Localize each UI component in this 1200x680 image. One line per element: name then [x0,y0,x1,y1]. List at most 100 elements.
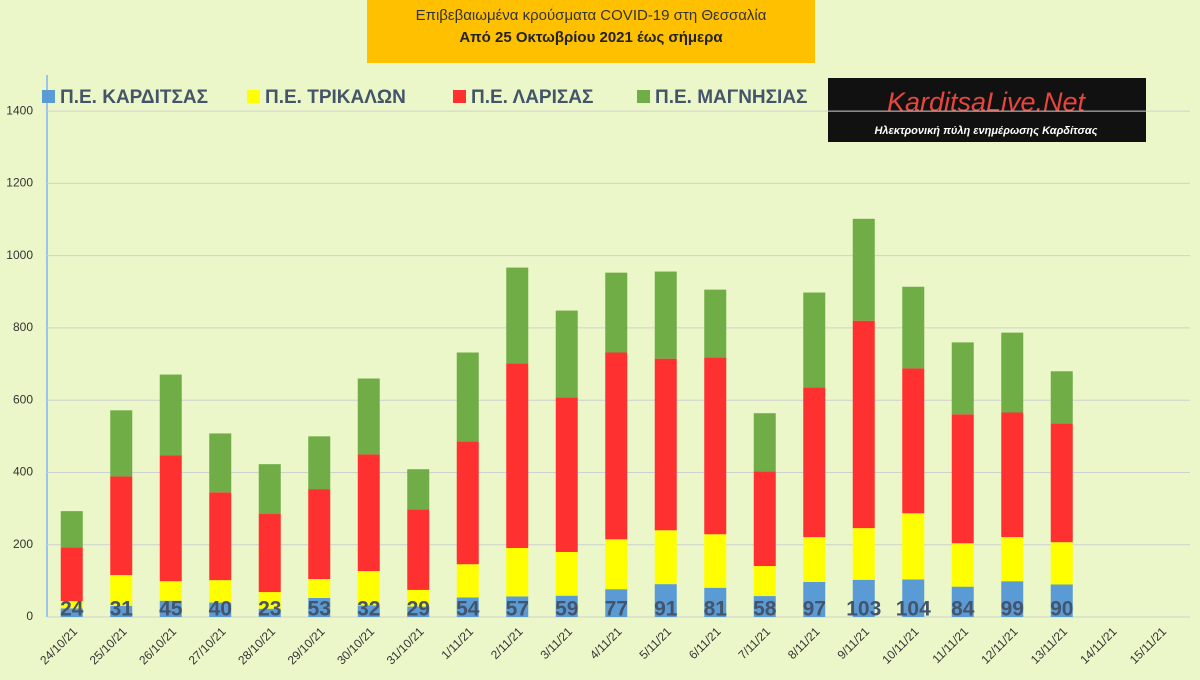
bar-segment [902,368,925,514]
bar-segment [704,289,727,358]
bar-segment [407,509,430,590]
legend-label: Π.Ε. ΚΑΡΔΙΤΣΑΣ [60,87,208,108]
bar-segment [605,272,628,353]
data-label: 45 [159,598,183,621]
bar-segment [654,358,677,531]
logo-name: KarditsaLive.Net [887,87,1087,117]
data-label: 58 [753,598,777,621]
data-label: 59 [555,598,578,621]
bar-segment [60,511,83,548]
bar-segment [357,378,380,455]
bar-segment [209,602,232,617]
bar-segment [902,579,925,617]
y-tick-label: 400 [13,465,33,479]
bar-segment [852,320,875,529]
data-label: 31 [110,598,134,621]
bar-segment [753,413,776,472]
data-label: 81 [704,598,728,621]
bar-segment [555,595,578,617]
bar-segment [60,608,83,617]
bar-segment [506,596,529,617]
y-tick-label: 1200 [6,176,33,190]
bar-segment [159,600,182,617]
data-label: 91 [654,598,678,621]
bar-segment [110,476,133,576]
legend-swatch [42,90,55,103]
y-tick-label: 200 [13,537,33,551]
logo-box [828,78,1146,142]
bar-segment [1050,584,1073,617]
bar-segment [1001,332,1024,413]
legend-swatch [637,90,650,103]
data-label: 84 [951,598,975,621]
bar-segment [852,579,875,617]
y-tick-label: 1400 [6,103,33,117]
data-label: 99 [1001,598,1024,621]
bar-segment [803,537,826,582]
y-tick-label: 800 [13,320,33,334]
bar-segment [159,581,182,601]
data-label: 29 [407,598,430,621]
bar-segment [605,352,628,540]
bar-segment [60,601,83,609]
bar-segment [1050,423,1073,543]
bar-segment [654,584,677,617]
bar-segment [803,581,826,617]
data-label: 77 [605,598,628,621]
bar-segment [555,397,578,552]
bar-segment [60,547,83,602]
chart-title: Επιβεβαιωμένα κρούσματα COVID-19 στη Θεσ… [416,7,767,24]
bar-segment [258,464,281,515]
bar-segment [704,534,727,588]
bar-segment [456,564,479,598]
data-label: 104 [896,598,931,621]
bar-segment [1001,537,1024,582]
title-box [367,0,815,63]
logo-tagline: Ηλεκτρονική πύλη ενημέρωσης Καρδίτσας [874,125,1097,137]
data-label: 24 [60,598,84,621]
bar-segment [753,596,776,617]
bar-segment [110,605,133,617]
bar-segment [258,608,281,617]
y-tick-label: 600 [13,392,33,406]
chart-subtitle: Από 25 Οκτωβρίου 2021 έως σήμερα [459,29,723,46]
data-label: 23 [258,598,281,621]
bar-segment [407,606,430,617]
bar-segment [852,218,875,321]
data-label: 32 [357,598,380,621]
bar-segment [1050,542,1073,585]
bar-segment [357,605,380,617]
bar-segment [159,455,182,582]
bar-segment [852,528,875,580]
bar-segment [506,267,529,364]
legend-label: Π.Ε. ΛΑΡΙΣΑΣ [471,87,593,108]
bar-segment [308,436,331,490]
bar-segment [753,566,776,597]
bar-segment [456,352,479,442]
bar-segment [555,310,578,398]
data-label: 53 [308,598,331,621]
y-tick-label: 1000 [6,248,33,262]
legend-swatch [453,90,466,103]
legend-label: Π.Ε. ΜΑΓΝΗΣΙΑΣ [655,87,807,108]
bar-segment [753,471,776,567]
bar-segment [1001,412,1024,538]
bar-segment [654,530,677,585]
data-label: 97 [803,598,826,621]
bar-segment [110,410,133,477]
data-label: 40 [209,598,232,621]
bar-segment [1001,581,1024,617]
bar-segment [357,454,380,572]
bar-segment [308,489,331,580]
bar-segment [951,342,974,415]
bar-segment [357,571,380,606]
bar-segment [605,539,628,590]
bar-segment [951,586,974,617]
bar-segment [209,492,232,581]
bar-segment [308,579,331,598]
bar-segment [902,513,925,580]
bar-segment [1050,371,1073,424]
bar-segment [803,387,826,538]
bar-segment [902,286,925,369]
